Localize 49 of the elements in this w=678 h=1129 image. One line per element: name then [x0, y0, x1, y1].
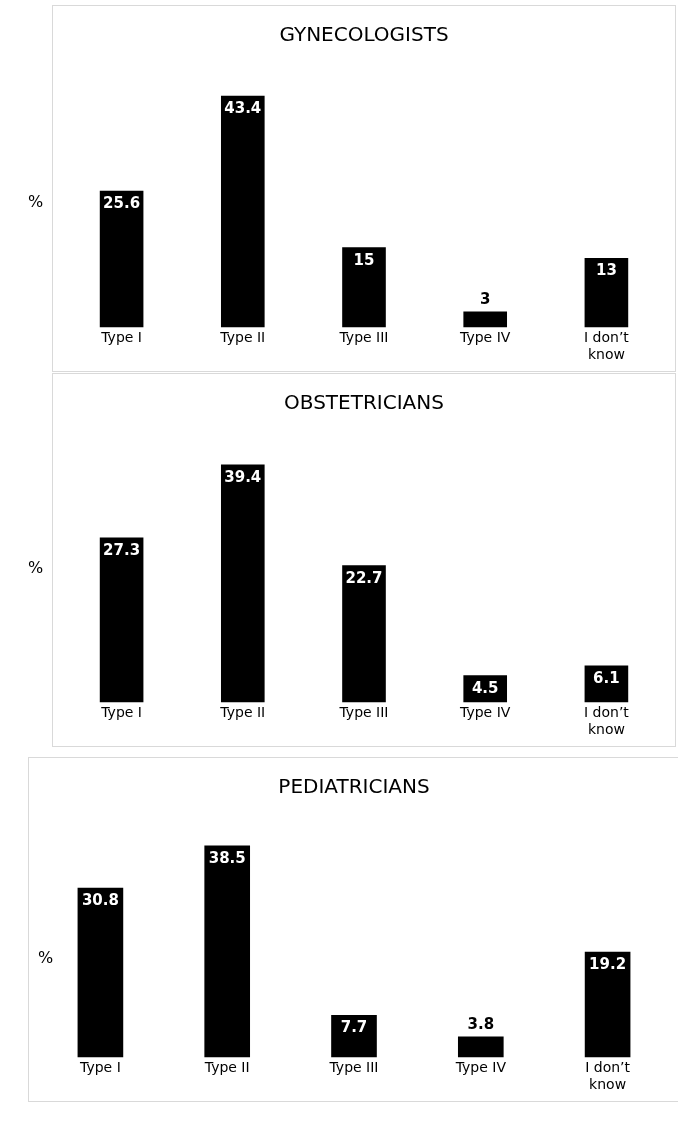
x-tick-label: I don’t know	[583, 704, 630, 738]
x-tick-label: Type III	[328, 1059, 379, 1076]
bar	[220, 95, 265, 328]
x-tick-label: Type I	[100, 704, 142, 721]
bar	[342, 247, 386, 328]
x-tick-label: Type IV	[454, 1059, 507, 1076]
data-label: 25.6	[103, 194, 141, 213]
data-label: 19.2	[589, 955, 627, 974]
bar	[584, 258, 629, 328]
x-tick-label: Type III	[338, 704, 389, 721]
y-axis-title: %	[28, 558, 44, 577]
data-label: 22.7	[345, 568, 383, 587]
data-label: 39.4	[224, 467, 262, 486]
bar	[331, 1015, 377, 1058]
data-label: 3.8	[467, 1014, 495, 1033]
chart-title: GYNECOLOGISTS	[279, 22, 449, 47]
x-tick-label: I don’t know	[583, 329, 630, 363]
x-tick-label: Type III	[338, 329, 389, 346]
x-tick-label: Type IV	[459, 704, 511, 721]
data-label: 30.8	[81, 891, 119, 910]
bar	[99, 190, 144, 328]
bar	[342, 565, 386, 703]
data-label: 38.5	[208, 848, 246, 867]
bar	[457, 1036, 504, 1058]
bar	[204, 845, 251, 1058]
data-label: 15	[353, 250, 375, 269]
chart-title: PEDIATRICIANS	[278, 774, 430, 799]
data-label: 4.5	[471, 678, 499, 697]
data-label: 27.3	[103, 540, 141, 559]
chart-title: OBSTETRICIANS	[284, 390, 444, 415]
data-label: 6.1	[593, 668, 620, 687]
data-label: 7.7	[340, 1018, 368, 1037]
x-tick-label: I don’t know	[585, 1059, 631, 1093]
data-label: 43.4	[224, 99, 262, 118]
data-label: 13	[595, 261, 617, 280]
x-tick-label: Type I	[100, 329, 142, 346]
bar	[77, 887, 124, 1058]
y-axis-title: %	[28, 192, 44, 211]
bar	[220, 464, 265, 703]
bar	[584, 951, 631, 1058]
bar	[463, 311, 508, 328]
data-label: 3	[479, 289, 491, 308]
x-tick-label: Type II	[219, 704, 266, 721]
x-tick-label: Type I	[79, 1059, 121, 1076]
y-axis-title: %	[38, 948, 54, 967]
bar	[99, 537, 144, 703]
x-tick-label: Type II	[219, 329, 266, 346]
x-tick-label: Type IV	[459, 329, 511, 346]
x-tick-label: Type II	[203, 1059, 250, 1076]
